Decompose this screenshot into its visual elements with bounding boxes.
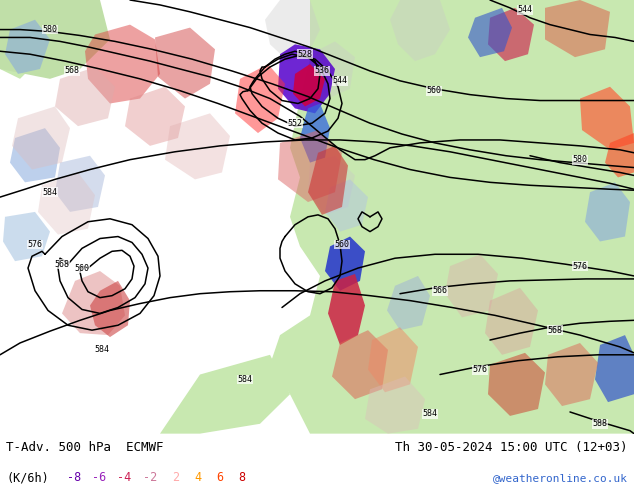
Text: 576: 576 <box>472 365 488 374</box>
Text: Th 30-05-2024 15:00 UTC (12+03): Th 30-05-2024 15:00 UTC (12+03) <box>395 441 628 454</box>
Polygon shape <box>90 281 130 337</box>
Text: 566: 566 <box>432 286 448 295</box>
Polygon shape <box>605 133 634 177</box>
Text: -4: -4 <box>117 471 131 484</box>
Polygon shape <box>308 146 348 215</box>
Text: 560: 560 <box>335 240 349 249</box>
Text: 536: 536 <box>314 67 330 75</box>
Text: 568: 568 <box>55 260 70 269</box>
Text: 528: 528 <box>297 49 313 59</box>
Polygon shape <box>0 0 110 79</box>
Polygon shape <box>308 156 355 215</box>
Text: 584: 584 <box>238 375 252 384</box>
Text: 576: 576 <box>573 262 588 270</box>
Polygon shape <box>62 271 125 335</box>
Polygon shape <box>10 128 60 182</box>
Polygon shape <box>387 276 430 330</box>
Text: 552: 552 <box>287 119 302 128</box>
Polygon shape <box>585 182 630 242</box>
Text: 544: 544 <box>332 76 347 85</box>
Polygon shape <box>325 179 368 232</box>
Polygon shape <box>5 20 50 74</box>
Polygon shape <box>0 0 70 79</box>
Polygon shape <box>445 254 498 318</box>
Text: 588: 588 <box>593 419 607 428</box>
Text: 544: 544 <box>517 5 533 14</box>
Text: 2: 2 <box>172 471 179 484</box>
Polygon shape <box>3 212 50 261</box>
Text: 584: 584 <box>42 188 58 196</box>
Polygon shape <box>545 0 610 57</box>
Polygon shape <box>270 0 634 434</box>
Polygon shape <box>165 113 230 179</box>
Polygon shape <box>368 327 418 392</box>
Polygon shape <box>293 64 325 106</box>
Text: 568: 568 <box>548 326 562 335</box>
Polygon shape <box>38 172 95 235</box>
Polygon shape <box>365 376 425 434</box>
Text: 584: 584 <box>94 345 110 354</box>
Polygon shape <box>12 106 70 170</box>
Polygon shape <box>580 87 634 150</box>
Text: 580: 580 <box>573 155 588 164</box>
Text: -8: -8 <box>67 471 81 484</box>
Polygon shape <box>55 67 115 126</box>
Text: -6: -6 <box>92 471 106 484</box>
Polygon shape <box>450 0 634 197</box>
Polygon shape <box>278 130 342 202</box>
Text: 584: 584 <box>422 410 437 418</box>
Text: 8: 8 <box>238 471 245 484</box>
Polygon shape <box>125 87 185 146</box>
Polygon shape <box>325 237 365 291</box>
Polygon shape <box>55 156 105 212</box>
Text: @weatheronline.co.uk: @weatheronline.co.uk <box>493 472 628 483</box>
Text: 560: 560 <box>75 264 89 272</box>
Text: 6: 6 <box>216 471 223 484</box>
Polygon shape <box>308 41 355 98</box>
Text: 576: 576 <box>27 240 42 249</box>
Polygon shape <box>85 24 160 103</box>
Text: 580: 580 <box>42 25 58 34</box>
Polygon shape <box>595 335 634 402</box>
Polygon shape <box>155 27 215 98</box>
Polygon shape <box>390 0 450 61</box>
Polygon shape <box>332 330 388 399</box>
Polygon shape <box>160 355 290 434</box>
Polygon shape <box>488 353 545 416</box>
Text: (K/6h): (K/6h) <box>6 471 49 484</box>
Polygon shape <box>278 45 335 113</box>
Polygon shape <box>545 343 598 406</box>
Polygon shape <box>235 64 285 133</box>
Text: T-Adv. 500 hPa  ECMWF: T-Adv. 500 hPa ECMWF <box>6 441 164 454</box>
Polygon shape <box>485 288 538 355</box>
Polygon shape <box>328 274 365 345</box>
Polygon shape <box>300 103 330 163</box>
Text: 560: 560 <box>427 86 441 95</box>
Polygon shape <box>468 8 512 57</box>
Polygon shape <box>488 8 534 61</box>
Text: 4: 4 <box>194 471 201 484</box>
Text: 568: 568 <box>65 67 79 75</box>
Polygon shape <box>265 0 320 61</box>
Text: -2: -2 <box>143 471 157 484</box>
